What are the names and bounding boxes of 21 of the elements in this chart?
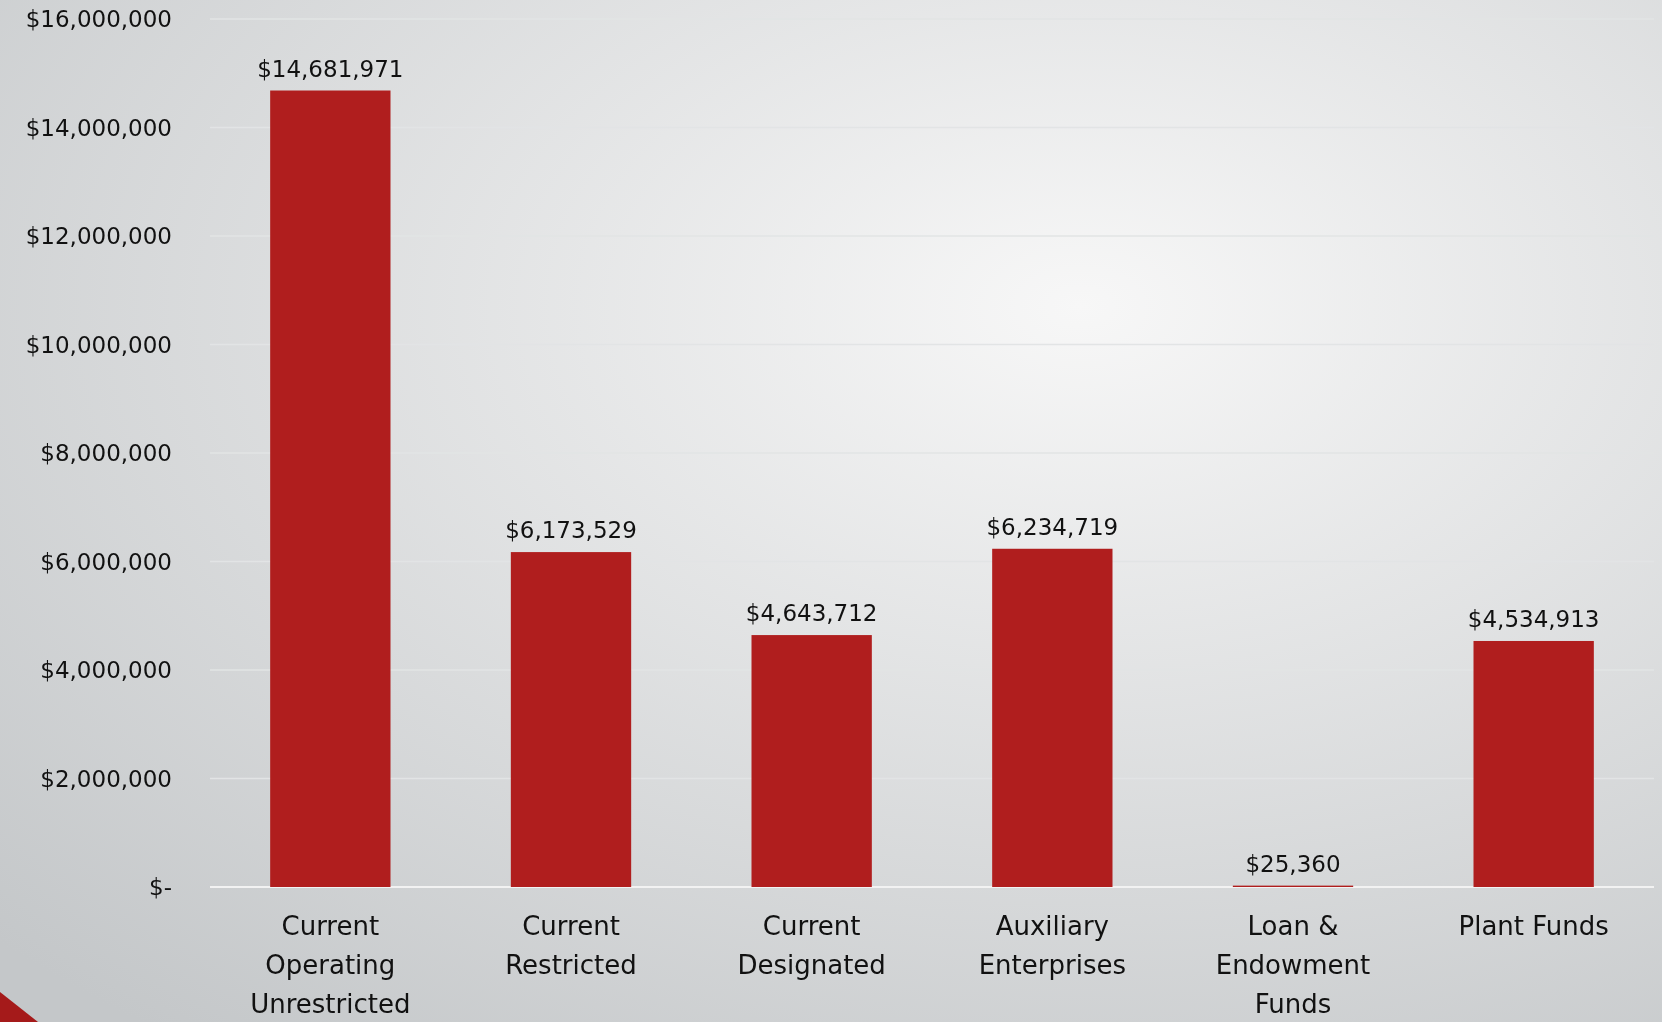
data-label: $4,643,712 (745, 600, 878, 627)
data-label: $4,534,913 (1467, 605, 1600, 632)
y-tick-label: $10,000,000 (25, 331, 172, 358)
data-label: $6,234,719 (986, 513, 1119, 540)
y-tick-label: $16,000,000 (25, 6, 172, 32)
data-label: $25,360 (1245, 850, 1341, 877)
x-tick-label: Current Designated (737, 911, 886, 980)
x-tick-label: Current Operating Unrestricted (250, 911, 411, 1019)
data-label: $6,173,529 (505, 517, 637, 544)
data-label: $14,681,971 (257, 55, 404, 82)
y-tick-label: $14,000,000 (25, 114, 172, 141)
x-tick-label: Loan & Endowment Funds (1215, 911, 1371, 1019)
x-tick-label: Auxiliary Enterprises (978, 911, 1126, 980)
y-tick-label: $4,000,000 (40, 657, 172, 683)
y-tick-label: $6,000,000 (40, 548, 172, 575)
y-tick-label: $12,000,000 (25, 223, 172, 249)
y-tick-label: $- (149, 874, 172, 900)
x-tick-label: Plant Funds (1458, 911, 1609, 941)
y-tick-label: $2,000,000 (40, 765, 172, 792)
x-tick-label: Current Restricted (505, 911, 637, 980)
y-tick-label: $8,000,000 (40, 440, 172, 466)
